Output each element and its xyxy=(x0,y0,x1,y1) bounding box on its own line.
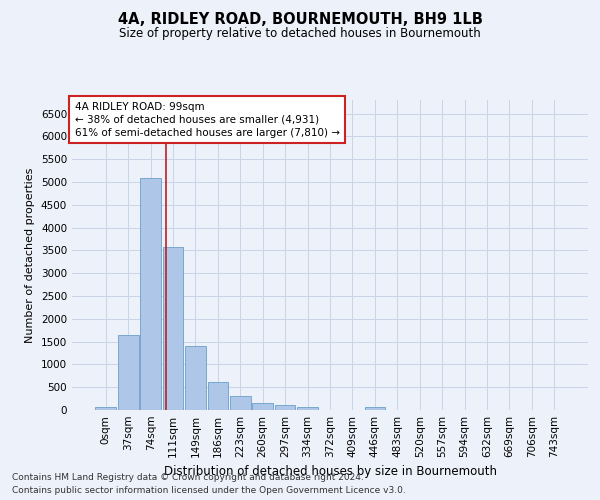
Bar xyxy=(118,335,139,410)
Bar xyxy=(365,408,385,410)
Bar xyxy=(185,346,206,410)
X-axis label: Distribution of detached houses by size in Bournemouth: Distribution of detached houses by size … xyxy=(163,466,497,478)
Bar xyxy=(208,382,228,410)
Bar xyxy=(230,396,251,410)
Text: Contains HM Land Registry data © Crown copyright and database right 2024.: Contains HM Land Registry data © Crown c… xyxy=(12,472,364,482)
Text: 4A, RIDLEY ROAD, BOURNEMOUTH, BH9 1LB: 4A, RIDLEY ROAD, BOURNEMOUTH, BH9 1LB xyxy=(118,12,482,28)
Bar xyxy=(95,406,116,410)
Bar xyxy=(140,178,161,410)
Y-axis label: Number of detached properties: Number of detached properties xyxy=(25,168,35,342)
Bar xyxy=(253,403,273,410)
Bar xyxy=(297,406,318,410)
Bar xyxy=(163,247,184,410)
Text: Contains public sector information licensed under the Open Government Licence v3: Contains public sector information licen… xyxy=(12,486,406,495)
Bar xyxy=(275,405,295,410)
Text: Size of property relative to detached houses in Bournemouth: Size of property relative to detached ho… xyxy=(119,28,481,40)
Text: 4A RIDLEY ROAD: 99sqm
← 38% of detached houses are smaller (4,931)
61% of semi-d: 4A RIDLEY ROAD: 99sqm ← 38% of detached … xyxy=(74,102,340,138)
